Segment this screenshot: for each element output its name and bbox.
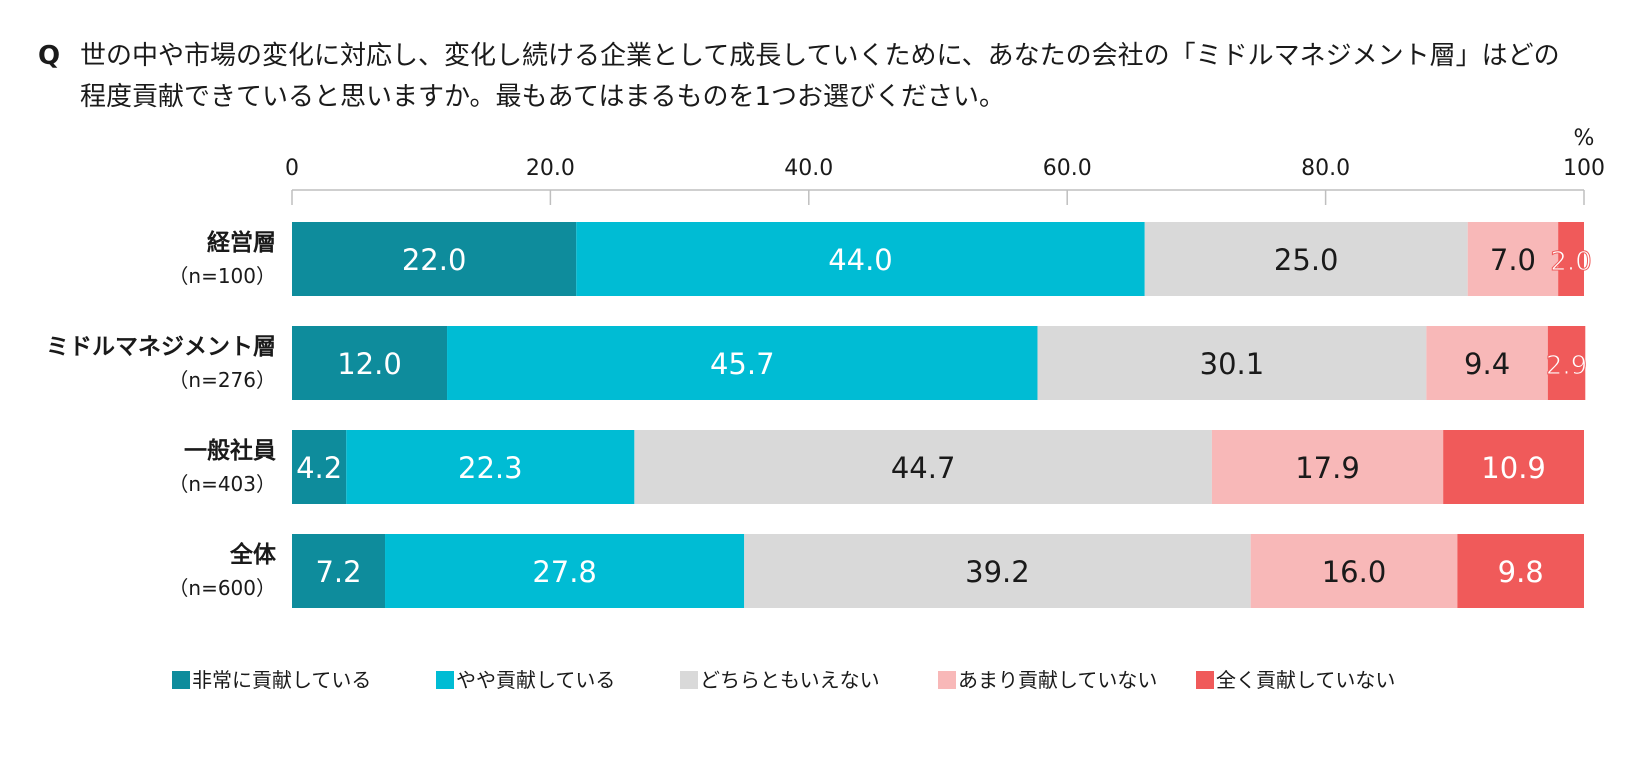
bar-segment <box>1467 222 1559 296</box>
bar-segment <box>576 222 1145 296</box>
data-label: 44.0 <box>828 243 893 277</box>
legend-label: あまり貢献していない <box>958 668 1158 692</box>
data-label: 7.0 <box>1490 243 1536 277</box>
bar-segment <box>744 534 1251 608</box>
legend-label: 全く貢献していない <box>1216 668 1396 692</box>
data-label: 12.0 <box>337 347 402 381</box>
bar-segment <box>1547 326 1586 400</box>
bar-segment <box>1426 326 1548 400</box>
bar-segment <box>1250 534 1458 608</box>
bar-segment <box>1037 326 1427 400</box>
data-label: 2.0 <box>1550 247 1591 277</box>
bar-segment <box>1558 222 1584 296</box>
x-tick-label: 40.0 <box>784 156 833 181</box>
x-axis-unit: % <box>1574 126 1595 151</box>
bar-segment <box>1144 222 1468 296</box>
legend-swatch <box>172 671 190 689</box>
x-tick-label: 80.0 <box>1301 156 1350 181</box>
data-label: 4.2 <box>296 451 342 485</box>
data-label: 27.8 <box>532 555 597 589</box>
bar-segment <box>292 222 577 296</box>
bar-segment <box>1443 430 1584 504</box>
legend-swatch <box>680 671 698 689</box>
bar-segment <box>1211 430 1444 504</box>
bar-segment <box>634 430 1212 504</box>
category-n-label: （n=403） <box>168 472 276 496</box>
data-label: 22.3 <box>458 451 523 485</box>
bar-segment <box>346 430 635 504</box>
data-label: 25.0 <box>1274 243 1339 277</box>
data-label: 17.9 <box>1295 451 1360 485</box>
category-label: 一般社員 <box>184 437 276 464</box>
bar-segment <box>447 326 1038 400</box>
x-tick-label: 20.0 <box>526 156 575 181</box>
legend-swatch <box>436 671 454 689</box>
x-tick-label: 0 <box>285 156 299 181</box>
legend-swatch <box>938 671 956 689</box>
data-label: 30.1 <box>1200 347 1265 381</box>
legend-label: どちらともいえない <box>700 668 880 692</box>
question-text: 世の中や市場の変化に対応し、変化し続ける企業として成長していくために、あなたの会… <box>80 41 1560 112</box>
category-label: ミドルマネジメント層 <box>46 334 276 360</box>
category-n-label: （n=600） <box>168 576 276 600</box>
data-label: 2.9 <box>1546 351 1587 381</box>
x-tick-label: 100 <box>1563 156 1605 181</box>
stacked-bar-chart: 0 20.0 40.0 60.0 80.0 100% 経営層 （n=100） ミドルマネジメント… <box>46 126 1605 608</box>
data-label: 16.0 <box>1322 555 1387 589</box>
category-label: 経営層 <box>207 229 276 256</box>
bar-segment <box>1457 534 1584 608</box>
data-label: 7.2 <box>315 555 361 589</box>
category-n-label: （n=276） <box>168 368 276 392</box>
bar-segment <box>292 430 347 504</box>
question-mark: Q <box>38 41 61 71</box>
bar-segment <box>385 534 745 608</box>
bar-segment <box>292 534 386 608</box>
category-label: 全体 <box>229 541 277 568</box>
category-n-label: （n=100） <box>168 264 276 288</box>
legend-swatch <box>1196 671 1214 689</box>
legend-label: 非常に貢献している <box>192 668 372 692</box>
legend-label: やや貢献している <box>456 668 616 692</box>
data-label: 22.0 <box>402 243 467 277</box>
data-label: 9.4 <box>1464 347 1510 381</box>
data-label: 10.9 <box>1481 451 1546 485</box>
x-tick-label: 60.0 <box>1043 156 1092 181</box>
bar-segment <box>292 326 448 400</box>
data-label: 9.8 <box>1498 555 1544 589</box>
data-label: 45.7 <box>710 347 775 381</box>
data-label: 44.7 <box>891 451 956 485</box>
data-label: 39.2 <box>965 555 1030 589</box>
